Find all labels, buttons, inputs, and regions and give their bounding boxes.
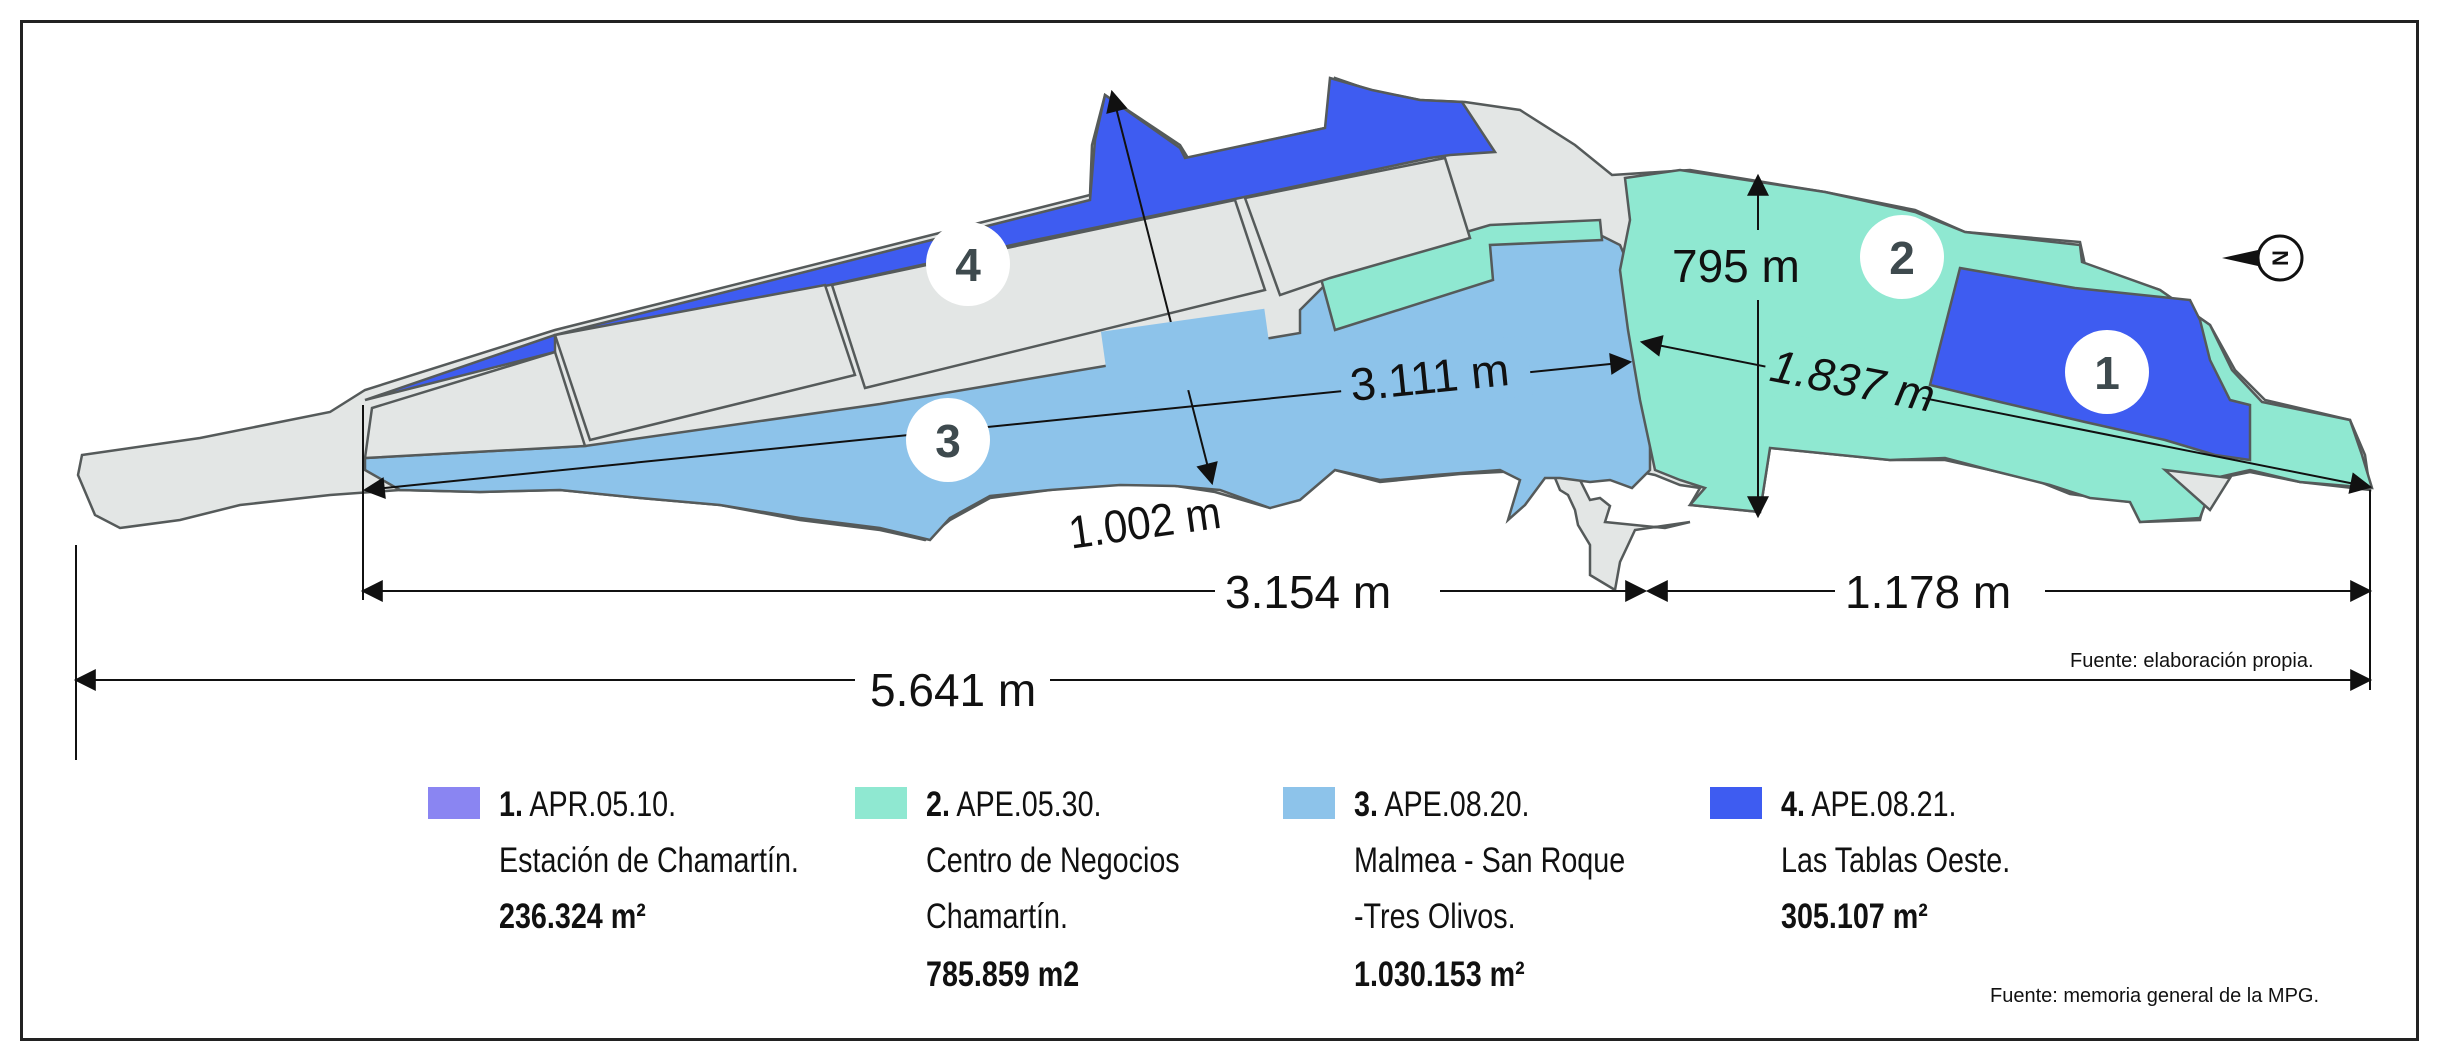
legend-area-4: 305.107 m²	[1781, 897, 1928, 936]
legend-number-4: 4.	[1781, 785, 1805, 824]
north-arrow-icon: N	[2222, 234, 2304, 282]
dim-label-1178: 1.178 m	[1845, 566, 2011, 618]
north-label: N	[2268, 250, 2293, 266]
gray-parcel-c	[1243, 156, 1472, 297]
legend-name-4: Las Tablas Oeste.	[1781, 841, 2011, 880]
legend-area-1: 236.324 m²	[499, 897, 646, 936]
legend-code-line-3: 3. APE.08.20.	[1354, 785, 1530, 825]
marker-badge-1: 1	[2065, 330, 2149, 414]
dim-bg-795	[1665, 230, 1815, 300]
source-top: Fuente: elaboración propia.	[2070, 650, 2314, 672]
dim-bg-3154	[1215, 558, 1440, 624]
dim-bg-1837	[1760, 330, 1930, 425]
legend-name-2b: Chamartín.	[926, 897, 1068, 936]
legend-swatch-1	[428, 787, 480, 819]
marker-badge-4: 4	[926, 222, 1010, 306]
legend-code-4: APE.08.21.	[1811, 785, 1957, 824]
dim-line-1837	[1639, 335, 2373, 494]
dim-label-795: 795 m	[1672, 240, 1800, 292]
legend-code-2: APE.05.30.	[956, 785, 1102, 824]
legend-code-line-2: 2. APE.05.30.	[926, 785, 1102, 825]
legend-area-3: 1.030.153 m²	[1354, 955, 1525, 994]
source-bottom: Fuente: memoria general de la MPG.	[1990, 985, 2320, 1007]
legend-swatch-2	[855, 787, 907, 819]
legend-swatch-4	[1710, 787, 1762, 819]
zone-2-subarea	[1318, 218, 1604, 332]
dim-bg-1178	[1835, 558, 2045, 624]
legend-number-1: 1.	[499, 785, 523, 824]
marker-label-3: 3	[935, 415, 961, 467]
legend-name-3b: -Tres Olivos.	[1354, 897, 1516, 936]
legend-code-1: APR.05.10.	[529, 785, 677, 824]
dim-label-3154: 3.154 m	[1225, 566, 1391, 618]
dim-bg-1002	[1100, 308, 1275, 402]
legend-name-1: Estación de Chamartín.	[499, 841, 799, 880]
dim-label-5641: 5.641 m	[870, 664, 1036, 716]
legend-code-3: APE.08.20.	[1384, 785, 1530, 824]
legend-name-3a: Malmea - San Roque	[1354, 841, 1626, 880]
legend-code-line-1: 1. APR.05.10.	[499, 785, 676, 825]
dim-bg-3111	[1337, 335, 1533, 415]
legend-number-2: 2.	[926, 785, 950, 824]
legend-code-line-4: 4. APE.08.21.	[1781, 785, 1957, 825]
marker-label-1: 1	[2094, 347, 2120, 399]
figure-frame	[20, 20, 2419, 1041]
marker-badge-2: 2	[1860, 215, 1944, 299]
dim-bg-5641	[855, 648, 1050, 714]
dim-label-1002: 1.002 m	[1066, 487, 1224, 559]
legend-number-3: 3.	[1354, 785, 1378, 824]
marker-label-2: 2	[1889, 232, 1915, 284]
legend-swatch-3	[1283, 787, 1335, 819]
marker-label-4: 4	[955, 239, 981, 291]
legend-name-2a: Centro de Negocios	[926, 841, 1180, 880]
legend-area-2: 785.859 m2	[926, 955, 1080, 994]
marker-badge-3: 3	[906, 398, 990, 482]
